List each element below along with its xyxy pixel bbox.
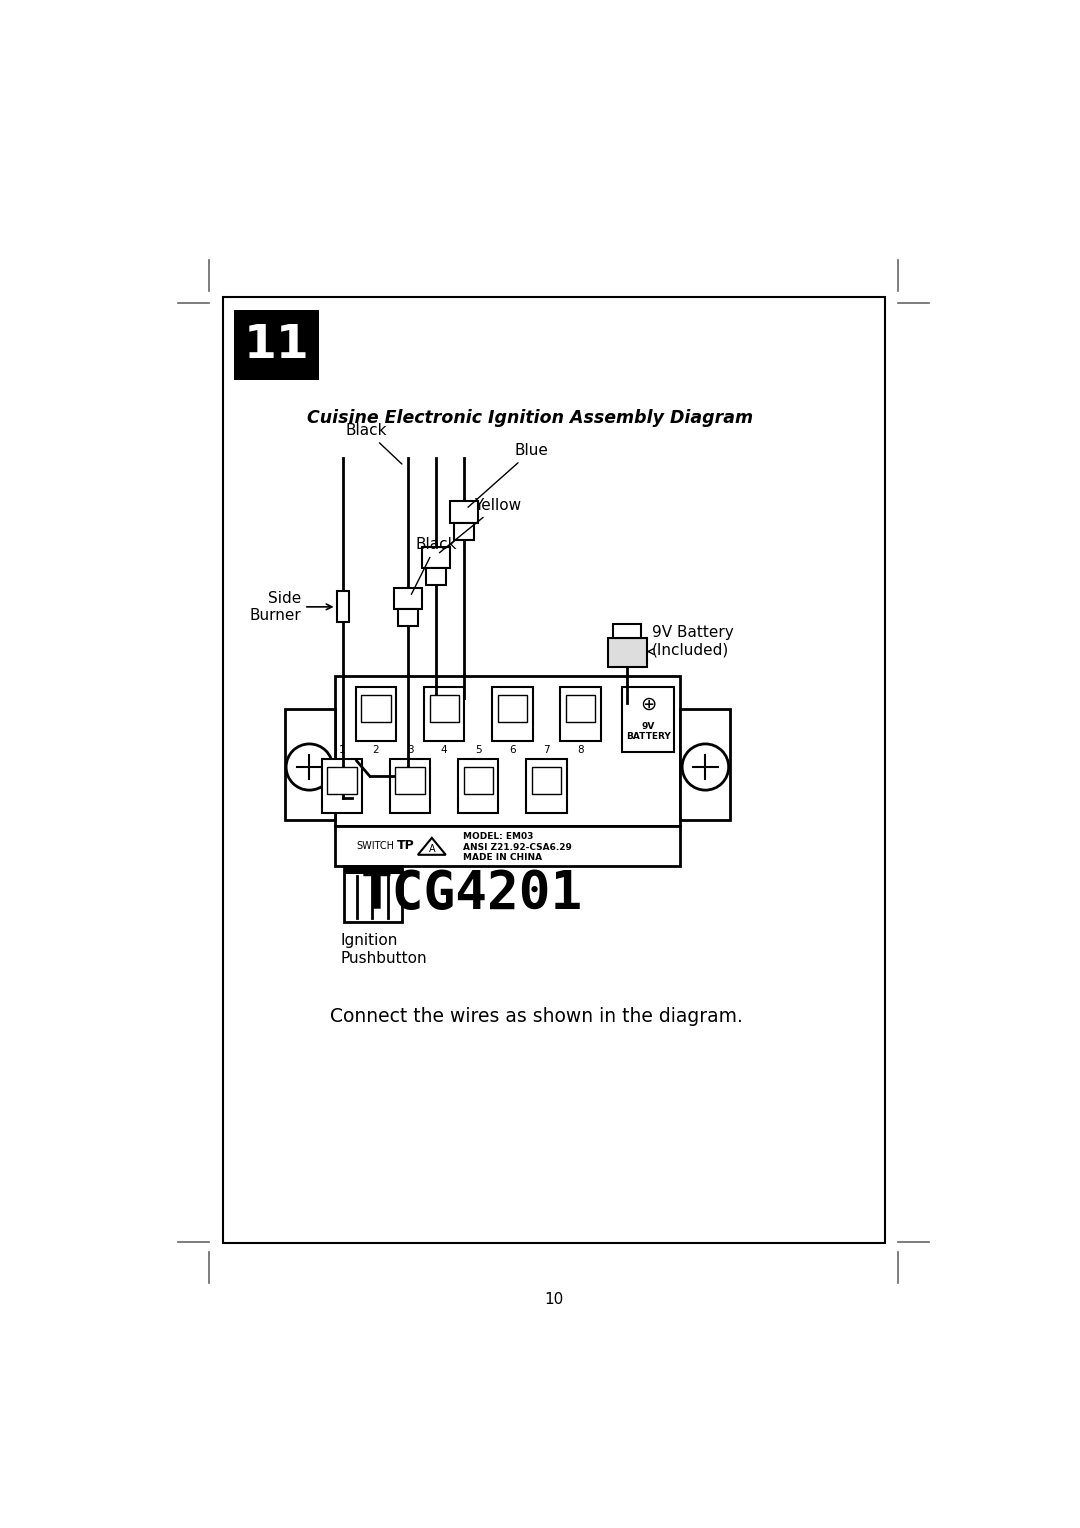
Text: ⊕: ⊕ — [639, 694, 657, 714]
Bar — [463, 767, 494, 795]
Bar — [426, 568, 446, 585]
Circle shape — [683, 744, 729, 790]
Text: MODEL: EM03
ANSI Z21.92-CSA6.29
MADE IN CHINA: MODEL: EM03 ANSI Z21.92-CSA6.29 MADE IN … — [463, 833, 571, 862]
Bar — [679, 709, 730, 821]
Text: 1: 1 — [339, 744, 346, 755]
Text: 7: 7 — [543, 744, 550, 755]
Bar — [234, 310, 320, 380]
Text: A: A — [429, 845, 435, 854]
Text: 4: 4 — [441, 744, 447, 755]
Text: TP: TP — [397, 839, 415, 853]
Text: Side
Burner: Side Burner — [249, 591, 301, 623]
Text: 11: 11 — [244, 322, 310, 368]
Bar — [335, 677, 679, 827]
Text: Black: Black — [346, 423, 402, 465]
Text: 3: 3 — [407, 744, 414, 755]
Polygon shape — [418, 837, 446, 854]
Bar — [390, 759, 430, 813]
Bar — [531, 767, 562, 795]
Bar — [492, 688, 532, 741]
Bar — [337, 591, 349, 622]
Text: 5: 5 — [475, 744, 482, 755]
Bar — [345, 866, 403, 921]
Bar — [222, 298, 886, 1242]
Bar — [455, 523, 474, 539]
Bar — [397, 610, 418, 626]
Text: 9V Battery
(Included): 9V Battery (Included) — [652, 625, 733, 657]
Text: Cuisine Electronic Ignition Assembly Diagram: Cuisine Electronic Ignition Assembly Dia… — [307, 410, 754, 428]
Text: Ignition
Pushbutton: Ignition Pushbutton — [340, 934, 427, 966]
Text: Yellow: Yellow — [440, 498, 522, 553]
Bar — [622, 688, 674, 752]
Text: 2: 2 — [373, 744, 379, 755]
Bar — [327, 767, 356, 795]
Bar — [356, 688, 396, 741]
Text: TCG4201: TCG4201 — [361, 868, 583, 920]
Bar — [424, 688, 464, 741]
Bar — [561, 688, 600, 741]
Bar — [395, 767, 424, 795]
Bar — [335, 827, 679, 866]
Bar — [322, 759, 362, 813]
Bar — [498, 695, 527, 721]
Bar — [613, 623, 642, 637]
Text: Black: Black — [411, 538, 457, 594]
Bar — [608, 637, 647, 666]
Bar — [345, 866, 403, 874]
Bar — [284, 709, 335, 821]
Bar — [394, 588, 422, 610]
Circle shape — [286, 744, 333, 790]
Bar — [362, 695, 391, 721]
Bar — [526, 759, 567, 813]
Text: Blue: Blue — [468, 443, 549, 507]
Text: 9V
BATTERY: 9V BATTERY — [625, 721, 671, 741]
Bar — [566, 695, 595, 721]
Text: 6: 6 — [509, 744, 516, 755]
Text: Connect the wires as shown in the diagram.: Connect the wires as shown in the diagra… — [330, 1007, 743, 1027]
Text: 10: 10 — [544, 1293, 563, 1308]
Bar — [430, 695, 459, 721]
Bar — [450, 501, 478, 523]
Bar — [458, 759, 499, 813]
Text: SWITCH: SWITCH — [356, 842, 394, 851]
Text: 8: 8 — [578, 744, 584, 755]
Bar — [422, 547, 449, 568]
